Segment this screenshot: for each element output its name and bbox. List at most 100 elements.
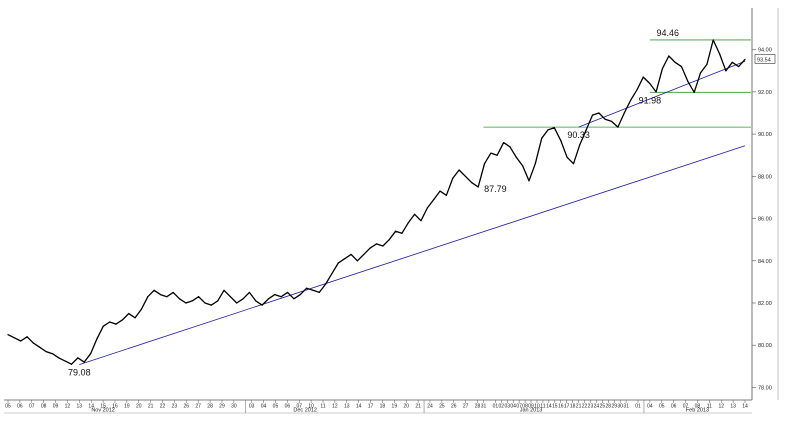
price-point bbox=[318, 291, 320, 294]
price-point bbox=[140, 308, 143, 310]
x-tick-label: 03 bbox=[249, 404, 255, 410]
price-point bbox=[610, 120, 613, 123]
x-tick-label: 30 bbox=[231, 404, 237, 410]
x-tick-label: 10 bbox=[308, 404, 314, 410]
price-point bbox=[147, 296, 149, 298]
price-point bbox=[642, 76, 644, 78]
x-tick-label: 05 bbox=[273, 404, 279, 410]
y-tick-label: 82.00 bbox=[758, 301, 772, 307]
x-tick-label: 12 bbox=[718, 404, 724, 410]
price-point bbox=[483, 163, 486, 165]
x-tick-label: 26 bbox=[451, 404, 457, 410]
price-point bbox=[312, 289, 314, 291]
price-point bbox=[7, 334, 9, 336]
price-point bbox=[210, 304, 212, 306]
annotation-label: 87.79 bbox=[484, 184, 507, 194]
x-tick-label: 09 bbox=[53, 404, 59, 410]
x-tick-label: 23 bbox=[588, 404, 594, 410]
month-label: Dec 2012 bbox=[293, 408, 317, 414]
x-tick-label: 09 bbox=[528, 404, 534, 410]
y-tick-label: 78.00 bbox=[758, 385, 772, 391]
x-tick-label: 20 bbox=[403, 404, 409, 410]
price-point bbox=[585, 129, 587, 131]
x-tick-label: 13 bbox=[730, 404, 736, 410]
x-tick-label: 01 bbox=[493, 404, 499, 410]
x-tick-label: 11 bbox=[540, 404, 545, 410]
y-tick-label: 94.00 bbox=[758, 48, 772, 54]
x-tick-label: 29 bbox=[219, 404, 225, 410]
x-tick-label: 18 bbox=[380, 404, 386, 410]
price-point bbox=[731, 61, 733, 63]
x-tick-label: 05 bbox=[5, 404, 11, 410]
y-tick-label: 88.00 bbox=[758, 174, 772, 180]
y-tick-label: 80.00 bbox=[758, 343, 772, 349]
x-tick-label: 23 bbox=[172, 404, 178, 410]
price-point bbox=[382, 245, 384, 247]
price-point bbox=[693, 91, 695, 93]
x-tick-label: 02 bbox=[499, 404, 505, 410]
x-tick-label: 04 bbox=[647, 404, 653, 410]
y-tick-label: 84.00 bbox=[758, 259, 772, 265]
price-point bbox=[178, 298, 181, 300]
price-point bbox=[591, 114, 594, 116]
x-tick-label: 01 bbox=[635, 404, 641, 410]
price-point bbox=[445, 194, 447, 196]
price-point bbox=[458, 169, 460, 171]
x-tick-label: 11 bbox=[320, 404, 325, 410]
price-point bbox=[325, 283, 327, 285]
price-point bbox=[306, 287, 308, 289]
x-tick-label: 13 bbox=[344, 404, 350, 410]
x-tick-label: 20 bbox=[136, 404, 142, 410]
price-point bbox=[439, 190, 441, 192]
price-point bbox=[388, 239, 390, 241]
x-tick-label: 08 bbox=[41, 404, 47, 410]
price-point bbox=[699, 72, 702, 74]
price-point bbox=[70, 363, 73, 365]
last-value-box bbox=[754, 54, 776, 64]
price-point bbox=[89, 353, 92, 355]
price-point bbox=[738, 65, 740, 68]
price-point bbox=[541, 137, 543, 139]
month-label: Feb 2013 bbox=[686, 408, 709, 414]
x-tick-label: 07 bbox=[516, 404, 522, 410]
price-point bbox=[32, 342, 35, 344]
price-point bbox=[280, 296, 282, 298]
price-point bbox=[401, 232, 403, 234]
price-point bbox=[20, 340, 22, 342]
last-value-label: 93.54 bbox=[757, 57, 771, 63]
trendline bbox=[578, 60, 746, 128]
price-series-line bbox=[7, 39, 746, 365]
y-tick-label: 86.00 bbox=[758, 217, 772, 223]
price-point bbox=[636, 89, 638, 91]
x-tick-label: 21 bbox=[576, 404, 582, 410]
price-point bbox=[680, 65, 683, 68]
price-point bbox=[572, 163, 575, 165]
price-point bbox=[687, 80, 689, 82]
x-tick-label: 26 bbox=[184, 404, 190, 410]
price-point bbox=[630, 99, 632, 101]
price-point bbox=[115, 323, 117, 325]
x-tick-label: 07 bbox=[296, 404, 302, 410]
x-tick-label: 24 bbox=[427, 404, 433, 410]
x-tick-label: 07 bbox=[683, 404, 689, 410]
annotation-label: 90.33 bbox=[567, 130, 590, 140]
price-point bbox=[223, 289, 225, 291]
price-point bbox=[655, 91, 657, 93]
price-point bbox=[293, 298, 295, 300]
x-tick-label: 08 bbox=[522, 404, 528, 410]
price-point bbox=[13, 337, 15, 339]
x-tick-label: 11 bbox=[707, 404, 712, 410]
x-tick-label: 16 bbox=[112, 404, 118, 410]
price-point bbox=[51, 353, 54, 355]
price-point bbox=[674, 61, 676, 63]
x-tick-label: 07 bbox=[29, 404, 35, 410]
price-point bbox=[375, 243, 378, 245]
price-point bbox=[64, 360, 66, 362]
price-point bbox=[217, 300, 219, 302]
x-tick-label: 27 bbox=[195, 404, 201, 410]
price-point bbox=[515, 156, 517, 158]
x-tick-label: 22 bbox=[582, 404, 588, 410]
price-point bbox=[509, 146, 511, 148]
price-point bbox=[649, 82, 651, 85]
